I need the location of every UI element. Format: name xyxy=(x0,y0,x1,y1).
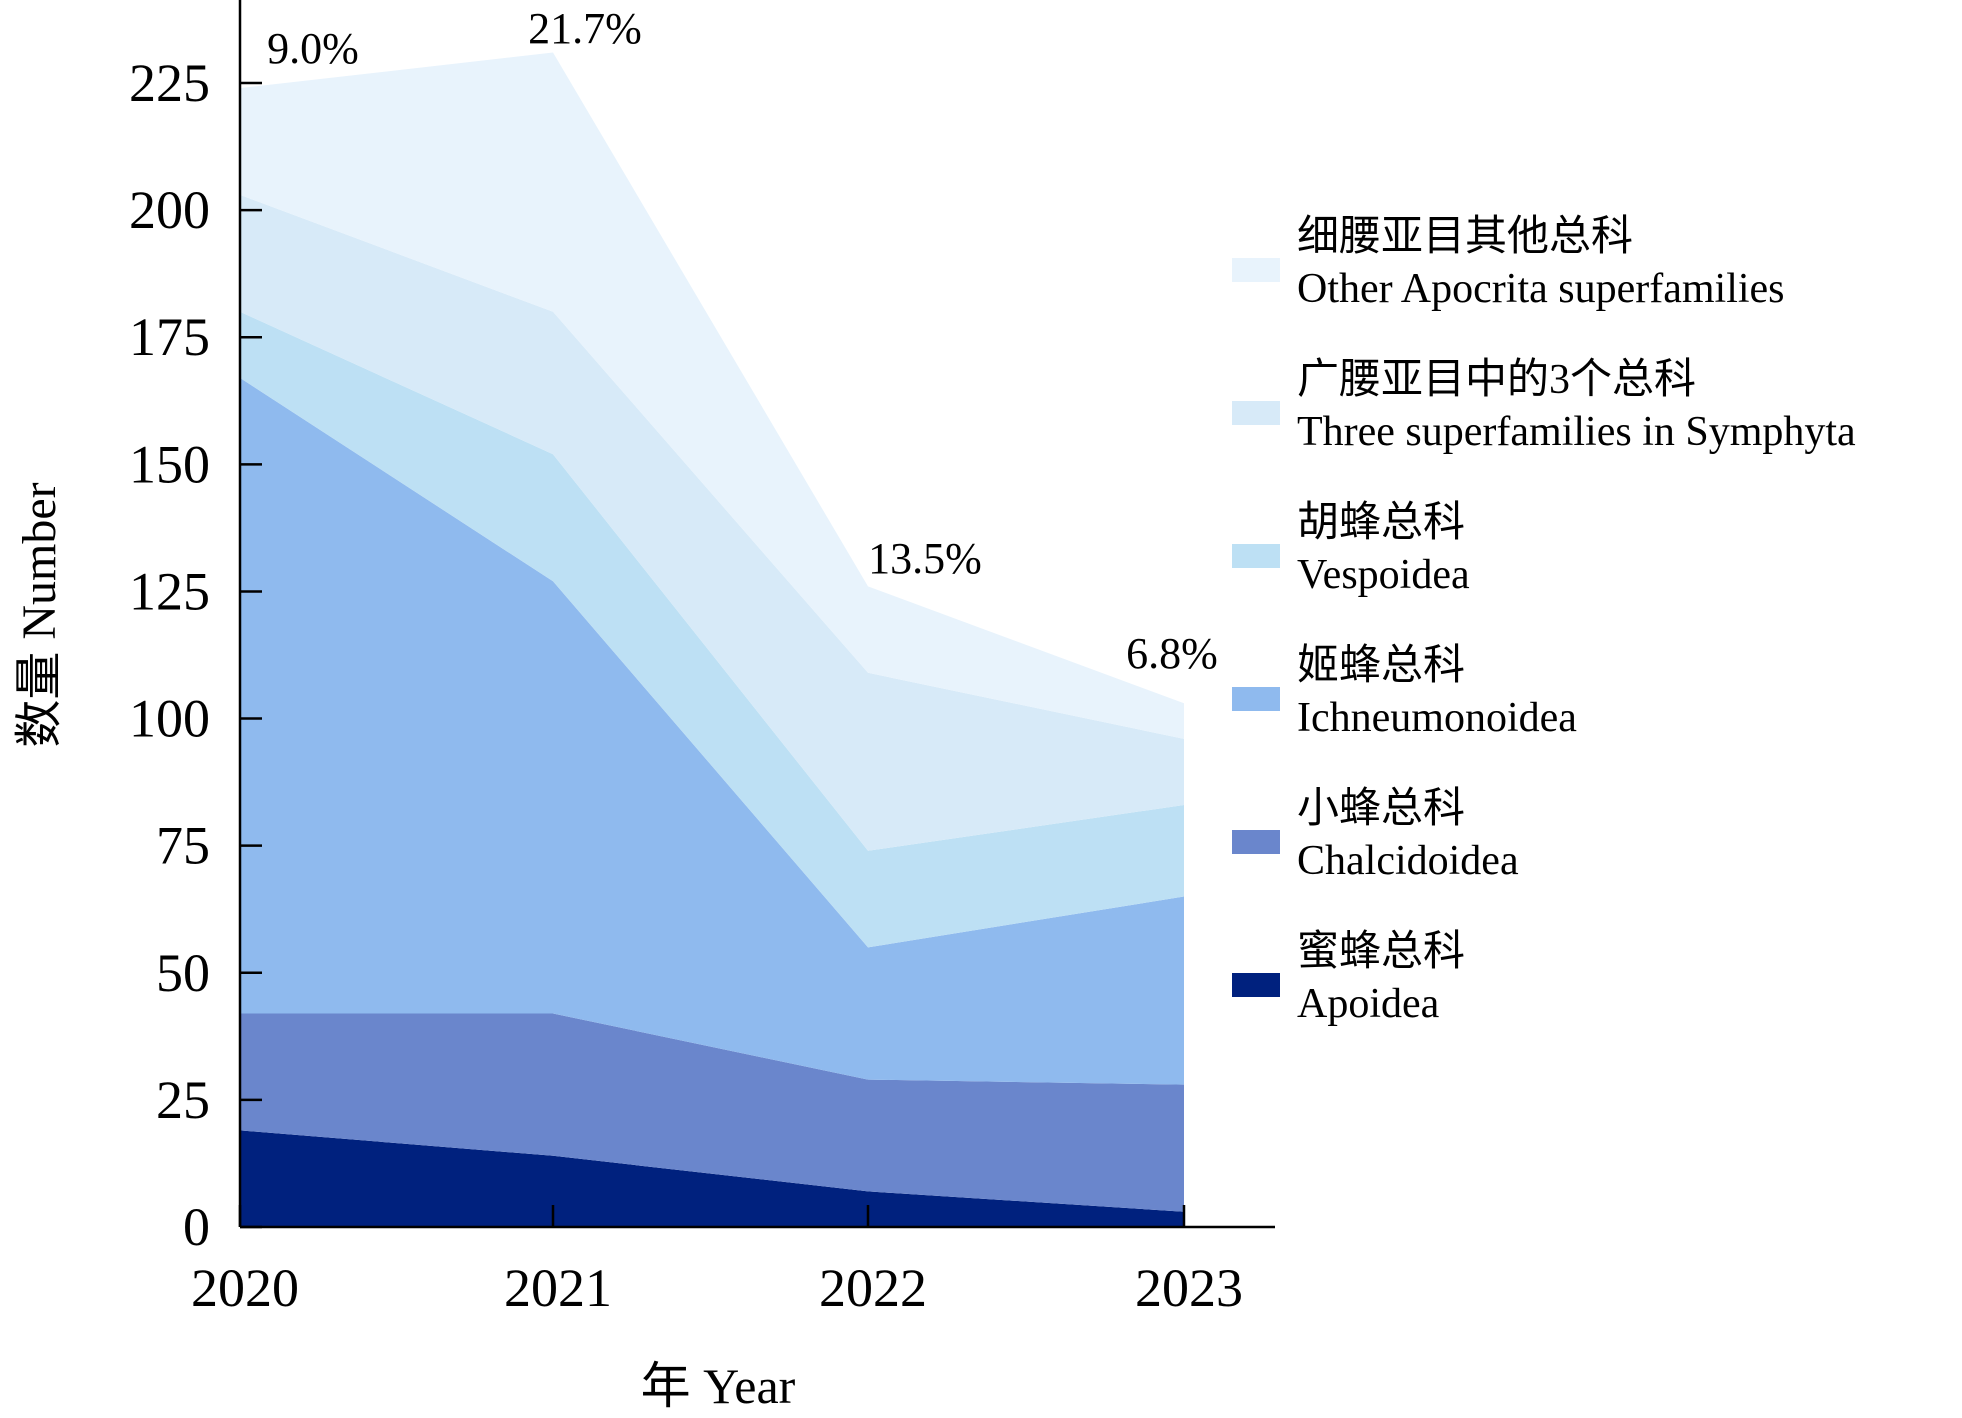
y-tick-label: 100 xyxy=(129,689,210,749)
x-tick-label: 2021 xyxy=(504,1258,612,1318)
legend-label-zh: 小蜂总科 xyxy=(1297,786,1465,832)
x-tick-label: 2020 xyxy=(191,1258,299,1318)
legend-label-en: Three superfamilies in Symphyta xyxy=(1297,409,1856,455)
x-tick-label: 2022 xyxy=(819,1258,927,1318)
legend: 细腰亚目其他总科 Other Apocrita superfamilies 广腰亚目… xyxy=(1232,214,1856,1027)
annotation-percent: 13.5% xyxy=(868,534,982,583)
legend-label-zh: 姬蜂总科 xyxy=(1297,643,1465,689)
y-axis-label: 数量 Number xyxy=(13,482,66,747)
y-tick-label: 225 xyxy=(129,53,210,113)
area-other-apocrita-superfamilies xyxy=(240,52,1184,739)
area-three-superfamilies-in-symphyta xyxy=(240,194,1184,851)
y-tick-label: 125 xyxy=(129,561,210,621)
y-tick-label: 50 xyxy=(156,943,210,1003)
annotation-percent: 21.7% xyxy=(528,4,642,53)
y-tick-label: 75 xyxy=(156,816,210,876)
legend-label-en: Ichneumonoidea xyxy=(1297,695,1577,741)
area-series-group xyxy=(240,52,1184,1227)
axes-group xyxy=(238,0,1275,1229)
annotation-percent: 9.0% xyxy=(267,24,359,73)
legend-label-zh: 蜜蜂总科 xyxy=(1297,929,1465,975)
area-vespoidea xyxy=(240,311,1184,948)
annotation-percent: 6.8% xyxy=(1126,629,1218,678)
legend-label-en: Vespoidea xyxy=(1297,552,1470,598)
legend-swatch-ichneumonoidea xyxy=(1232,687,1280,711)
legend-label-en: Other Apocrita superfamilies xyxy=(1297,266,1785,312)
legend-swatch-vespoidea xyxy=(1232,544,1280,568)
area-ichneumonoidea xyxy=(240,377,1184,1085)
y-tick-label: 25 xyxy=(156,1070,210,1130)
legend-label-en: Chalcidoidea xyxy=(1297,838,1519,884)
area-chalcidoidea xyxy=(240,1013,1184,1212)
legend-swatch-other-apocrita-superfamilies xyxy=(1232,258,1280,282)
y-axis-ticks: 0 25 50 75 100 125 150 175 200 225 xyxy=(129,53,262,1257)
y-tick-label: 175 xyxy=(129,307,210,367)
x-axis-ticks: 2020 2021 2022 2023 xyxy=(191,1205,1243,1318)
legend-swatch-three-superfamilies-in-symphyta xyxy=(1232,401,1280,425)
y-tick-label: 200 xyxy=(129,180,210,240)
legend-swatch-chalcidoidea xyxy=(1232,830,1280,854)
legend-swatch-apoidea xyxy=(1232,973,1280,997)
area-apoidea xyxy=(240,1130,1184,1227)
y-tick-label: 150 xyxy=(129,434,210,494)
legend-label-zh: 细腰亚目其他总科 xyxy=(1297,214,1633,260)
percentage-annotations: 9.0% 21.7% 13.5% 6.8% xyxy=(267,4,1218,678)
legend-label-zh: 胡蜂总科 xyxy=(1297,500,1465,546)
legend-label-zh: 广腰亚目中的3个总科 xyxy=(1297,357,1696,403)
legend-label-en: Apoidea xyxy=(1297,981,1440,1027)
x-tick-label: 2023 xyxy=(1135,1258,1243,1318)
x-axis-label: 年 Year xyxy=(641,1358,796,1414)
y-tick-label: 0 xyxy=(183,1197,210,1257)
